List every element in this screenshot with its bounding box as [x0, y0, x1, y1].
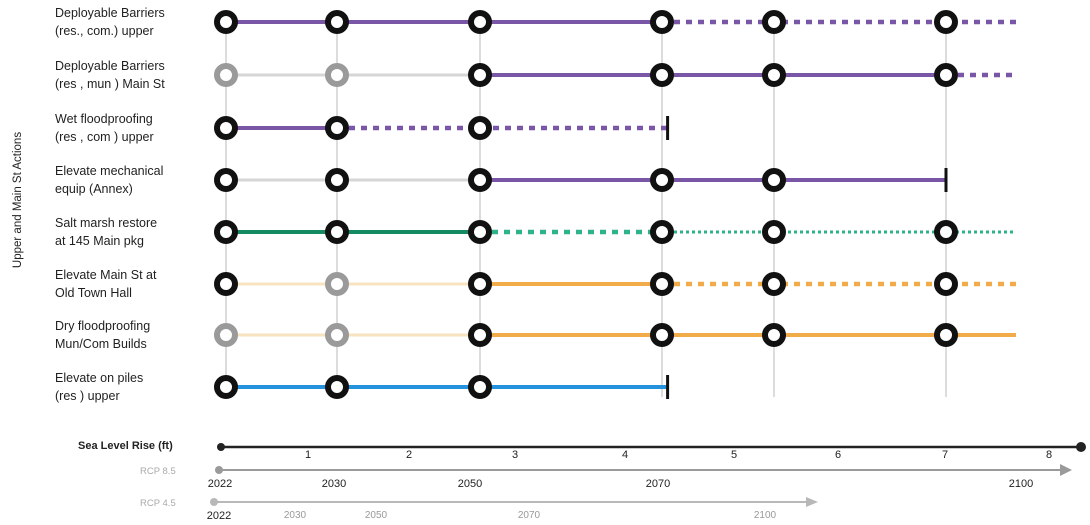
decision-node [650, 63, 674, 87]
rcp85-year-label: 2030 [321, 478, 347, 490]
decision-node [214, 220, 238, 244]
sea-level-tick-label: 8 [1045, 449, 1053, 461]
sea-level-tick-label: 6 [834, 449, 842, 461]
decision-node [325, 220, 349, 244]
decision-node [325, 323, 349, 347]
rcp85-label: RCP 8.5 [140, 466, 176, 477]
decision-node [325, 63, 349, 87]
rcp85-year-label: 2022 [207, 478, 233, 490]
sea-level-tick-label: 5 [730, 449, 738, 461]
decision-node [934, 272, 958, 296]
sea-level-axis-end-dot [1076, 442, 1086, 452]
decision-node [214, 323, 238, 347]
decision-node [650, 272, 674, 296]
rcp45-year-label: 2070 [517, 510, 541, 521]
decision-node [468, 116, 492, 140]
sea-level-tick-label: 4 [621, 449, 629, 461]
row-label: Salt marsh restore at 145 Main pkg [55, 216, 158, 248]
decision-node [325, 272, 349, 296]
decision-node [650, 220, 674, 244]
decision-node [214, 375, 238, 399]
decision-node [762, 272, 786, 296]
row-label: Dry floodproofing Mun/Com Builds [55, 319, 151, 351]
row-label: Deployable Barriers (res., com.) upper [55, 6, 165, 38]
rcp45-year-label: 2022 [206, 510, 232, 522]
rcp85-year-label: 2050 [457, 478, 483, 490]
rcp45-arrowhead [806, 497, 818, 507]
row-label: Elevate mechanical equip (Annex) [55, 164, 164, 196]
sea-level-axis-start-dot [217, 443, 225, 451]
sea-level-tick-label: 2 [405, 449, 413, 461]
decision-node [468, 375, 492, 399]
sea-level-tick-label: 1 [304, 449, 312, 461]
decision-node [762, 323, 786, 347]
rcp85-arrowhead [1060, 464, 1072, 476]
decision-node [325, 375, 349, 399]
decision-node [762, 10, 786, 34]
rcp45-year-label: 2100 [753, 510, 777, 521]
rcp45-label: RCP 4.5 [140, 498, 176, 509]
decision-node [934, 323, 958, 347]
decision-node [468, 272, 492, 296]
decision-node [468, 220, 492, 244]
sea-level-tick-label: 7 [941, 449, 949, 461]
row-label: Elevate on piles (res ) upper [55, 371, 144, 403]
rcp45-year-label: 2030 [283, 510, 307, 521]
decision-node [325, 116, 349, 140]
decision-node [325, 10, 349, 34]
decision-node [214, 63, 238, 87]
sea-level-tick-label: 3 [511, 449, 519, 461]
rcp45-year-label: 2050 [364, 510, 388, 521]
decision-node [650, 168, 674, 192]
decision-node [325, 168, 349, 192]
rcp85-start-dot [215, 466, 223, 474]
decision-node [762, 63, 786, 87]
y-axis-title-text: Upper and Main St Actions [12, 131, 24, 269]
decision-node [214, 116, 238, 140]
decision-node [934, 10, 958, 34]
decision-node [214, 10, 238, 34]
row-label: Elevate Main St at Old Town Hall [55, 268, 157, 300]
row-label: Wet floodproofing (res , com ) upper [55, 112, 154, 144]
decision-node [468, 323, 492, 347]
rcp85-year-label: 2070 [645, 478, 671, 490]
decision-node [934, 63, 958, 87]
decision-node [762, 168, 786, 192]
row-label: Deployable Barriers (res , mun ) Main St [55, 59, 165, 91]
decision-node [468, 10, 492, 34]
decision-node [762, 220, 786, 244]
decision-node [468, 63, 492, 87]
decision-node [650, 323, 674, 347]
decision-node [650, 10, 674, 34]
decision-node [934, 220, 958, 244]
decision-node [468, 168, 492, 192]
decision-node [214, 168, 238, 192]
sea-level-axis-title: Sea Level Rise (ft) [78, 440, 173, 452]
rcp45-start-dot [210, 498, 218, 506]
rcp85-year-label: 2100 [1008, 478, 1034, 490]
decision-node [214, 272, 238, 296]
